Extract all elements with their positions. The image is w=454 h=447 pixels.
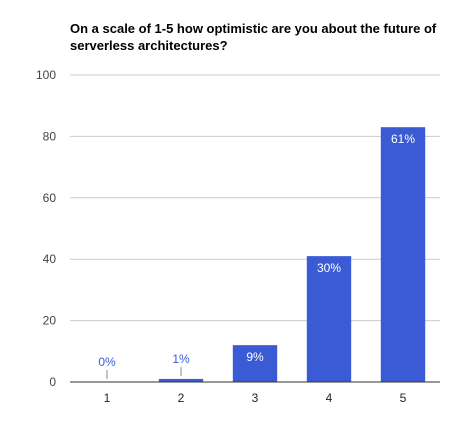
bar [232, 345, 278, 382]
y-tick-label: 40 [43, 252, 57, 266]
y-tick-label: 20 [43, 314, 57, 328]
bar [306, 256, 352, 382]
y-tick-label: 0 [49, 375, 56, 389]
data-label: 61% [391, 132, 415, 146]
y-tick-label: 60 [43, 191, 57, 205]
y-tick-label: 80 [43, 129, 57, 143]
data-label: 1% [172, 352, 190, 366]
x-tick-label: 4 [326, 391, 333, 405]
data-label: 9% [246, 350, 264, 364]
chart-title: On a scale of 1-5 how optimistic are you… [70, 21, 437, 53]
bar [380, 127, 426, 382]
x-tick-label: 2 [178, 391, 185, 405]
x-tick-label: 5 [400, 391, 407, 405]
x-tick-label: 3 [252, 391, 259, 405]
bar [158, 378, 204, 382]
y-tick-label: 100 [36, 68, 56, 82]
data-label: 30% [317, 261, 341, 275]
x-tick-label: 1 [104, 391, 111, 405]
data-label: 0% [98, 355, 116, 369]
